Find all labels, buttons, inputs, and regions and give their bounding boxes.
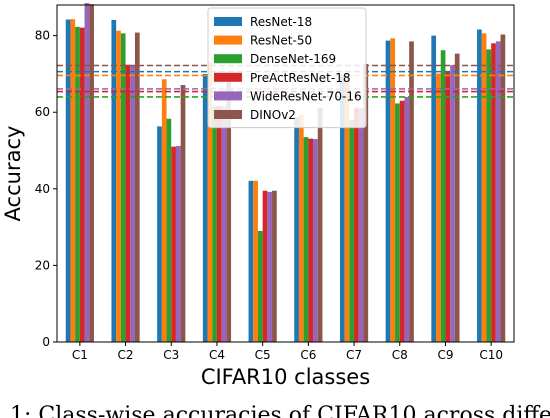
bar-resnet-18-c1 bbox=[65, 19, 71, 342]
bar-resnet-50-c3 bbox=[161, 79, 167, 342]
x-tick-label-c3: C3 bbox=[163, 348, 179, 362]
plot-frame bbox=[56, 4, 515, 343]
bar-preactresnet-18-c5 bbox=[262, 190, 268, 342]
bar-preactresnet-18-c1 bbox=[79, 27, 85, 342]
legend-label-dinov2: DINOv2 bbox=[250, 108, 296, 122]
bar-resnet-18-c8 bbox=[385, 40, 391, 342]
bar-dinov2-c6 bbox=[317, 107, 323, 342]
bar-resnet-50-c7 bbox=[344, 73, 350, 342]
bar-wideresnet-70-16-c7 bbox=[358, 108, 364, 342]
bar-resnet-50-c8 bbox=[390, 38, 396, 342]
bar-dinov2-c4 bbox=[226, 73, 232, 342]
bar-dinov2-c1 bbox=[89, 4, 94, 342]
bar-densenet-169-c9 bbox=[440, 50, 446, 343]
y-tick-label: 20 bbox=[35, 258, 50, 272]
legend-label-resnet-50: ResNet-50 bbox=[250, 34, 312, 48]
legend: ResNet-18 ResNet-50 DenseNet-169 PreActResN… bbox=[207, 7, 367, 129]
bar-densenet-169-c6 bbox=[303, 137, 309, 342]
bar-dinov2-c5 bbox=[272, 190, 277, 342]
bar-preactresnet-18-c10 bbox=[491, 43, 496, 342]
bar-densenet-169-c4 bbox=[212, 106, 217, 342]
bar-resnet-18-c9 bbox=[431, 35, 437, 343]
bar-wideresnet-70-16-c9 bbox=[450, 65, 455, 342]
bar-densenet-169-c10 bbox=[486, 49, 492, 342]
bar-dinov2-c3 bbox=[180, 85, 186, 342]
legend-swatch-dinov2 bbox=[214, 110, 242, 119]
bar-preactresnet-18-c4 bbox=[216, 105, 222, 343]
bar-resnet-50-c10 bbox=[481, 33, 487, 343]
bar-dinov2-c2 bbox=[134, 32, 140, 343]
legend-label-preactresnet-18: PreActResNet-18 bbox=[250, 71, 350, 85]
bar-wideresnet-70-16-c6 bbox=[313, 139, 318, 342]
bar-preactresnet-18-c8 bbox=[399, 100, 405, 342]
bar-resnet-50-c5 bbox=[253, 180, 258, 342]
legend-swatch-resnet-50 bbox=[214, 35, 242, 45]
y-axis-label: Accuracy bbox=[1, 126, 25, 222]
x-tick-label-c7: C7 bbox=[346, 348, 362, 362]
bar-chart: 0 20 40 60 80 C1 C2 C3 C4 C5 C6 C7 C8 C9 C10 CIFAR10 cl… bbox=[1, 3, 515, 389]
legend-label-wideresnet-70-16: WideResNet-70-16 bbox=[250, 89, 362, 103]
bar-preactresnet-18-c7 bbox=[354, 107, 359, 342]
y-tick-label: 40 bbox=[35, 182, 50, 196]
bar-preactresnet-18-c6 bbox=[308, 138, 314, 342]
bar-wideresnet-70-16-c10 bbox=[495, 41, 501, 343]
bar-resnet-18-c2 bbox=[111, 19, 117, 342]
bar-wideresnet-70-16-c2 bbox=[130, 65, 135, 342]
bar-resnet-50-c6 bbox=[298, 114, 304, 343]
x-tick-label-c1: C1 bbox=[72, 348, 88, 362]
x-tick-label-c2: C2 bbox=[118, 348, 134, 362]
bar-wideresnet-70-16-c3 bbox=[175, 145, 181, 342]
legend-swatch-wideresnet-70-16 bbox=[214, 91, 242, 101]
bar-densenet-169-c1 bbox=[75, 26, 80, 343]
bar-dinov2-c7 bbox=[363, 63, 369, 342]
x-axis-label: CIFAR10 classes bbox=[201, 365, 370, 389]
y-tick-label: 60 bbox=[35, 105, 50, 119]
axes-layer: 0 20 40 60 80 C1 C2 C3 C4 C5 C6 C7 C8 C9 C10 CIFAR10 cl… bbox=[1, 4, 515, 389]
x-tick-label-c9: C9 bbox=[437, 348, 453, 362]
legend-swatch-densenet-169 bbox=[214, 54, 242, 64]
x-tick-label-c5: C5 bbox=[255, 348, 271, 362]
bar-wideresnet-70-16-c4 bbox=[221, 106, 227, 342]
bar-preactresnet-18-c3 bbox=[171, 146, 176, 342]
y-tick-label: 0 bbox=[42, 335, 50, 349]
legend-swatch-preactresnet-18 bbox=[214, 72, 242, 82]
x-tick-label-c10: C10 bbox=[479, 348, 503, 362]
bar-wideresnet-70-16-c5 bbox=[267, 191, 273, 342]
bar-resnet-18-c10 bbox=[477, 29, 482, 342]
bar-densenet-169-c2 bbox=[120, 33, 126, 343]
x-tick-label-c8: C8 bbox=[392, 348, 408, 362]
legend-label-densenet-169: DenseNet-169 bbox=[250, 52, 336, 66]
figure-caption: 1: Class-wise accuracies of CIFAR10 acro… bbox=[10, 403, 550, 418]
bar-resnet-50-c4 bbox=[207, 62, 213, 343]
bar-resnet-18-c3 bbox=[157, 126, 162, 342]
bar-dinov2-c9 bbox=[454, 53, 460, 343]
bar-densenet-169-c7 bbox=[349, 119, 355, 343]
bar-dinov2-c10 bbox=[500, 34, 506, 343]
bar-wideresnet-70-16-c8 bbox=[404, 96, 410, 342]
y-tick-label: 80 bbox=[35, 29, 50, 43]
bars-layer bbox=[65, 3, 506, 343]
bar-resnet-18-c7 bbox=[339, 74, 345, 342]
bar-resnet-18-c4 bbox=[202, 73, 208, 342]
bar-resnet-18-c6 bbox=[294, 117, 299, 342]
bar-preactresnet-18-c9 bbox=[445, 70, 451, 343]
bar-resnet-50-c1 bbox=[70, 19, 76, 343]
bar-preactresnet-18-c2 bbox=[125, 64, 131, 342]
x-tick-label-c6: C6 bbox=[300, 348, 316, 362]
bar-densenet-169-c3 bbox=[166, 118, 172, 342]
bar-wideresnet-70-16-c1 bbox=[84, 3, 90, 342]
bar-resnet-50-c2 bbox=[116, 30, 121, 342]
legend-label-resnet-18: ResNet-18 bbox=[250, 15, 312, 29]
bar-densenet-169-c8 bbox=[395, 103, 400, 343]
legend-swatch-resnet-18 bbox=[214, 17, 242, 26]
bar-dinov2-c8 bbox=[409, 41, 414, 343]
bar-resnet-18-c5 bbox=[248, 180, 254, 342]
x-tick-label-c4: C4 bbox=[209, 348, 225, 362]
bar-resnet-50-c9 bbox=[436, 73, 441, 343]
legend-frame bbox=[207, 7, 367, 129]
bar-densenet-169-c5 bbox=[257, 230, 263, 342]
